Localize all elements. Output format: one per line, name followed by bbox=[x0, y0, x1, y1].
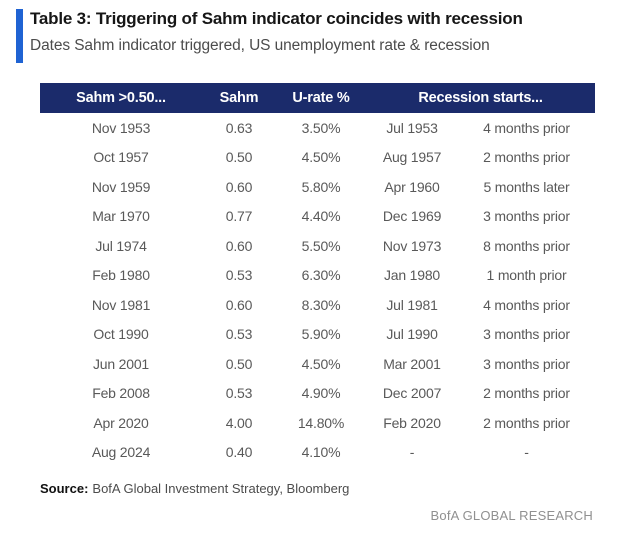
cell-recession-timing: - bbox=[524, 444, 529, 461]
cell-unemployment-rate: 14.80% bbox=[297, 414, 345, 431]
cell-unemployment-rate: 6.30% bbox=[301, 267, 341, 284]
cell-recession-timing: 2 months prior bbox=[483, 414, 570, 431]
cell-sahm-trigger-date: Aug 2024 bbox=[91, 444, 151, 461]
cell-sahm-value: 0.60 bbox=[225, 178, 253, 195]
cell-sahm-value: 0.53 bbox=[225, 385, 253, 402]
title-accent-bar bbox=[16, 9, 23, 63]
cell-sahm-value: 0.53 bbox=[225, 326, 253, 343]
header-unemployment-rate: U-rate % bbox=[292, 90, 350, 106]
cell-sahm-trigger-date: Jun 2001 bbox=[92, 355, 149, 372]
cell-recession-start-date: - bbox=[409, 444, 415, 461]
cell-unemployment-rate: 4.50% bbox=[301, 355, 341, 372]
cell-sahm-trigger-date: Mar 1970 bbox=[92, 208, 150, 225]
cell-recession-timing: 2 months prior bbox=[483, 385, 570, 402]
cell-sahm-value: 0.40 bbox=[225, 444, 253, 461]
cell-unemployment-rate: 4.40% bbox=[301, 208, 341, 225]
cell-unemployment-rate: 4.10% bbox=[301, 444, 341, 461]
table-row: Nov 1959 0.60 5.80% Apr 1960 5 months la… bbox=[40, 172, 595, 202]
cell-recession-start-date: Mar 2001 bbox=[383, 355, 441, 372]
cell-recession-start-date: Jul 1990 bbox=[386, 326, 438, 343]
cell-recession-start-date: Feb 2020 bbox=[383, 414, 441, 431]
cell-sahm-trigger-date: Feb 2008 bbox=[92, 385, 150, 402]
cell-sahm-trigger-date: Nov 1981 bbox=[91, 296, 151, 313]
header-sahm-trigger-date: Sahm >0.50... bbox=[76, 90, 166, 106]
cell-recession-timing: 3 months prior bbox=[483, 208, 570, 225]
cell-recession-start-date: Nov 1973 bbox=[382, 237, 442, 254]
cell-sahm-value: 0.50 bbox=[225, 355, 253, 372]
table-row: Apr 2020 4.00 14.80% Feb 2020 2 months p… bbox=[40, 408, 595, 438]
cell-recession-timing: 3 months prior bbox=[483, 355, 570, 372]
table-row: Mar 1970 0.77 4.40% Dec 1969 3 months pr… bbox=[40, 202, 595, 232]
cell-recession-timing: 3 months prior bbox=[483, 326, 570, 343]
cell-sahm-value: 0.53 bbox=[225, 267, 253, 284]
table-row: Feb 2008 0.53 4.90% Dec 2007 2 months pr… bbox=[40, 379, 595, 409]
table-row: Nov 1981 0.60 8.30% Jul 1981 4 months pr… bbox=[40, 290, 595, 320]
cell-unemployment-rate: 4.50% bbox=[301, 149, 341, 166]
header-recession-starts: Recession starts... bbox=[418, 90, 543, 106]
cell-recession-start-date: Dec 1969 bbox=[382, 208, 442, 225]
figure-title: Table 3: Triggering of Sahm indicator co… bbox=[30, 9, 523, 28]
table-row: Oct 1957 0.50 4.50% Aug 1957 2 months pr… bbox=[40, 143, 595, 173]
cell-sahm-trigger-date: Nov 1959 bbox=[91, 178, 151, 195]
source-line: Source: BofA Global Investment Strategy, … bbox=[40, 481, 349, 496]
cell-sahm-trigger-date: Oct 1990 bbox=[93, 326, 149, 343]
figure-subtitle: Dates Sahm indicator triggered, US unemp… bbox=[30, 37, 490, 54]
cell-unemployment-rate: 5.50% bbox=[301, 237, 341, 254]
table-row: Nov 1953 0.63 3.50% Jul 1953 4 months pr… bbox=[40, 113, 595, 143]
table-body: Nov 1953 0.63 3.50% Jul 1953 4 months pr… bbox=[40, 113, 595, 467]
cell-unemployment-rate: 4.90% bbox=[301, 385, 341, 402]
cell-unemployment-rate: 5.80% bbox=[301, 178, 341, 195]
cell-recession-timing: 5 months later bbox=[483, 178, 570, 195]
cell-sahm-trigger-date: Oct 1957 bbox=[93, 149, 149, 166]
cell-sahm-trigger-date: Jul 1974 bbox=[95, 237, 147, 254]
cell-recession-timing: 1 month prior bbox=[486, 267, 567, 284]
header-sahm-value: Sahm bbox=[219, 90, 259, 106]
cell-unemployment-rate: 5.90% bbox=[301, 326, 341, 343]
table-row: Oct 1990 0.53 5.90% Jul 1990 3 months pr… bbox=[40, 320, 595, 350]
cell-unemployment-rate: 8.30% bbox=[301, 296, 341, 313]
cell-recession-timing: 4 months prior bbox=[483, 119, 570, 136]
cell-recession-start-date: Aug 1957 bbox=[382, 149, 442, 166]
cell-sahm-trigger-date: Apr 2020 bbox=[93, 414, 149, 431]
table-row: Feb 1980 0.53 6.30% Jan 1980 1 month pri… bbox=[40, 261, 595, 291]
cell-recession-start-date: Apr 1960 bbox=[384, 178, 440, 195]
cell-sahm-value: 0.60 bbox=[225, 296, 253, 313]
sahm-indicator-table: Sahm >0.50... Sahm U-rate % Recession st… bbox=[40, 83, 595, 467]
cell-sahm-value: 0.60 bbox=[225, 237, 253, 254]
table-row: Jun 2001 0.50 4.50% Mar 2001 3 months pr… bbox=[40, 349, 595, 379]
cell-recession-timing: 4 months prior bbox=[483, 296, 570, 313]
cell-recession-start-date: Jan 1980 bbox=[383, 267, 440, 284]
cell-sahm-value: 0.63 bbox=[225, 119, 253, 136]
cell-sahm-value: 0.50 bbox=[225, 149, 253, 166]
cell-unemployment-rate: 3.50% bbox=[301, 119, 341, 136]
cell-recession-timing: 2 months prior bbox=[483, 149, 570, 166]
table-header-row: Sahm >0.50... Sahm U-rate % Recession st… bbox=[40, 83, 595, 113]
table-row: Jul 1974 0.60 5.50% Nov 1973 8 months pr… bbox=[40, 231, 595, 261]
cell-recession-start-date: Jul 1981 bbox=[386, 296, 438, 313]
brand-mark: BofA GLOBAL RESEARCH bbox=[430, 508, 593, 523]
cell-sahm-trigger-date: Nov 1953 bbox=[91, 119, 151, 136]
cell-recession-start-date: Dec 2007 bbox=[382, 385, 442, 402]
cell-recession-timing: 8 months prior bbox=[483, 237, 570, 254]
cell-sahm-trigger-date: Feb 1980 bbox=[92, 267, 150, 284]
table-row: Aug 2024 0.40 4.10% - - bbox=[40, 438, 595, 468]
source-text: BofA Global Investment Strategy, Bloombe… bbox=[92, 481, 350, 496]
cell-sahm-value: 4.00 bbox=[225, 414, 253, 431]
cell-recession-start-date: Jul 1953 bbox=[386, 119, 438, 136]
source-label: Source: bbox=[40, 481, 89, 496]
cell-sahm-value: 0.77 bbox=[225, 208, 253, 225]
